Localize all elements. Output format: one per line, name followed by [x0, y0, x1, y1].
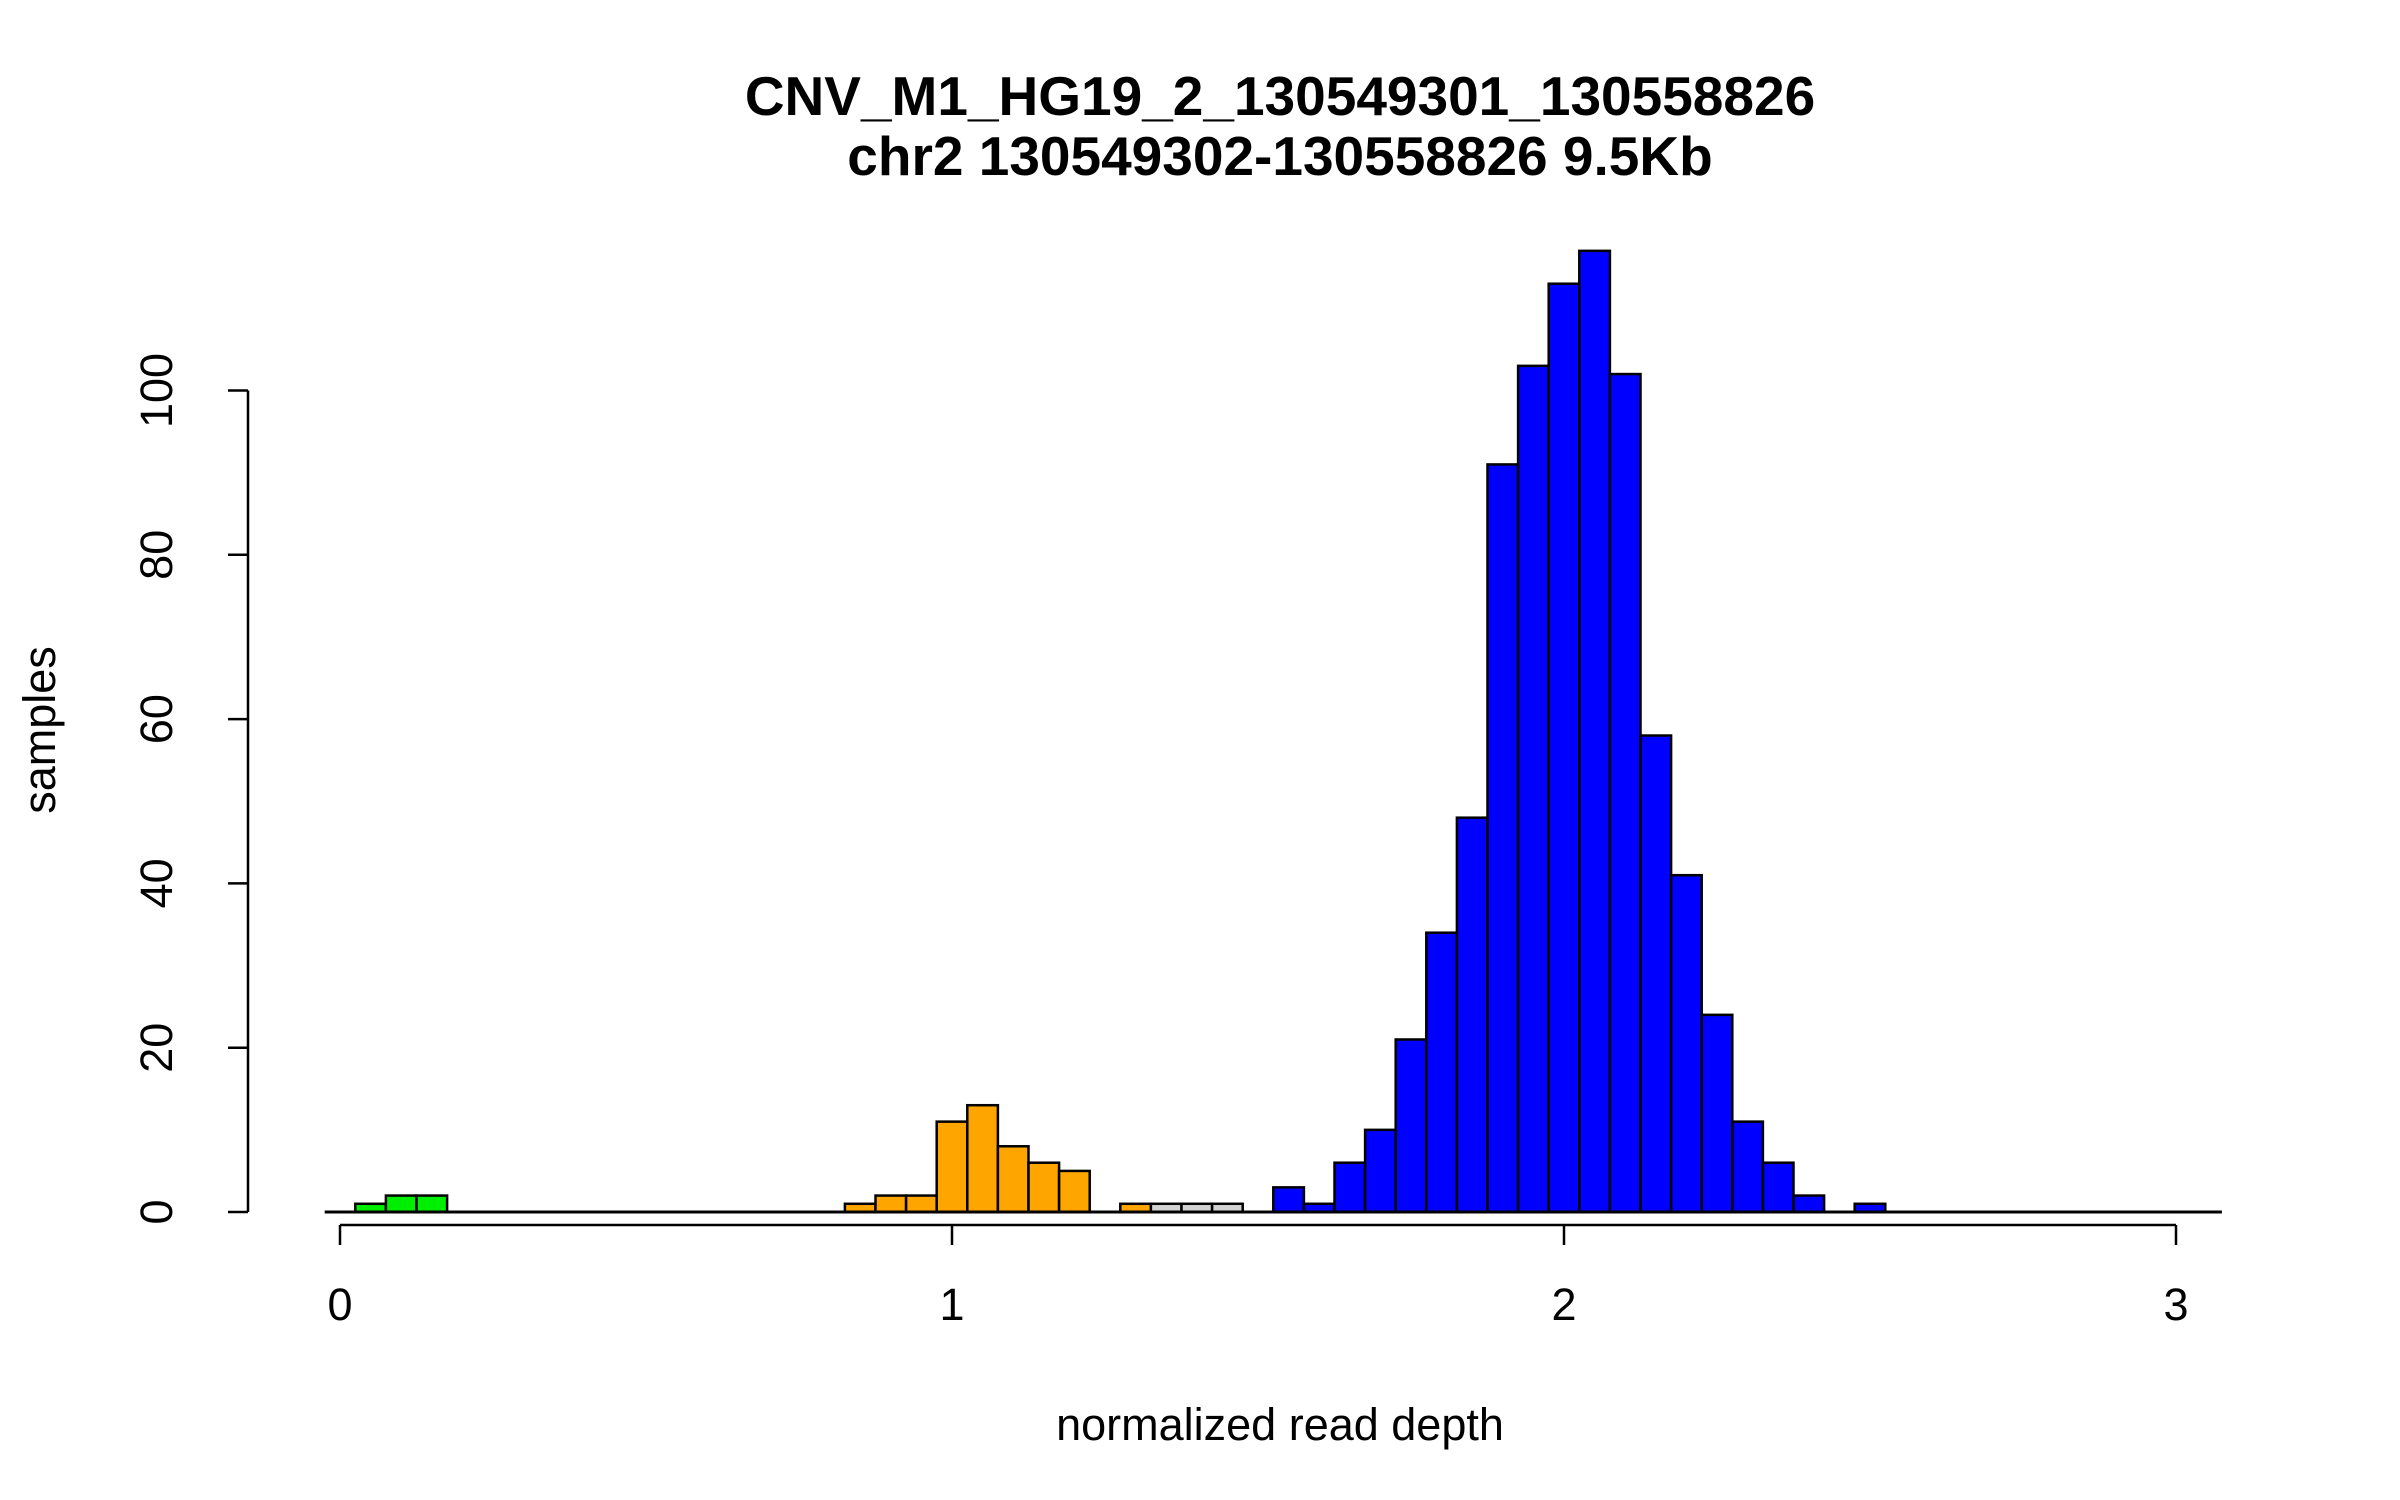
histogram-bar — [1057, 1169, 1091, 1214]
histogram-bar — [1578, 249, 1612, 1214]
y-tick-label: 100 — [131, 353, 182, 428]
histogram-bar — [1639, 734, 1673, 1214]
histogram-bar — [1272, 1186, 1306, 1214]
histogram-bar — [1486, 463, 1520, 1214]
histogram-bar — [935, 1120, 969, 1214]
histogram-bar — [904, 1194, 938, 1214]
histogram-bar — [966, 1103, 1000, 1214]
histogram-bar — [1516, 364, 1550, 1214]
x-axis-label: normalized read depth — [1056, 1399, 1504, 1450]
histogram-bar — [1363, 1128, 1397, 1214]
x-tick-label: 0 — [327, 1279, 352, 1330]
histogram-bar — [1455, 816, 1489, 1214]
x-tick-label: 3 — [2163, 1279, 2188, 1330]
histogram-bar — [996, 1145, 1030, 1214]
y-tick-label: 20 — [131, 1023, 182, 1073]
histogram-bar — [1792, 1194, 1826, 1214]
histogram-bar — [1027, 1161, 1061, 1214]
bars-group — [354, 249, 1887, 1214]
x-tick-label: 1 — [939, 1279, 964, 1330]
histogram-bar — [1425, 931, 1459, 1214]
histogram-bar — [1333, 1161, 1367, 1214]
y-axis-label: samples — [14, 646, 65, 814]
chart-subtitle: chr2 130549302-130558826 9.5Kb — [847, 125, 1712, 187]
y-tick-label: 40 — [131, 858, 182, 908]
x-tick-label: 2 — [1551, 1279, 1576, 1330]
y-tick-label: 60 — [131, 694, 182, 744]
histogram-bar — [415, 1194, 449, 1214]
histogram-bar — [384, 1194, 418, 1214]
histogram-bar — [1731, 1120, 1765, 1214]
histogram-bar — [874, 1194, 908, 1214]
histogram-bar — [1700, 1013, 1734, 1214]
y-tick-label: 80 — [131, 530, 182, 580]
x-axis: 0 1 2 3 — [327, 1223, 2189, 1330]
y-tick-label: 0 — [131, 1199, 182, 1224]
chart-title: CNV_M1_HG19_2_130549301_130558826 — [745, 65, 1815, 127]
histogram-bar — [1608, 372, 1642, 1214]
histogram-bar — [1669, 873, 1703, 1214]
y-axis: 0 20 40 60 80 100 — [131, 353, 250, 1225]
histogram-bar — [1394, 1038, 1428, 1214]
histogram-bar — [1547, 282, 1581, 1214]
histogram-bar — [1761, 1161, 1795, 1214]
